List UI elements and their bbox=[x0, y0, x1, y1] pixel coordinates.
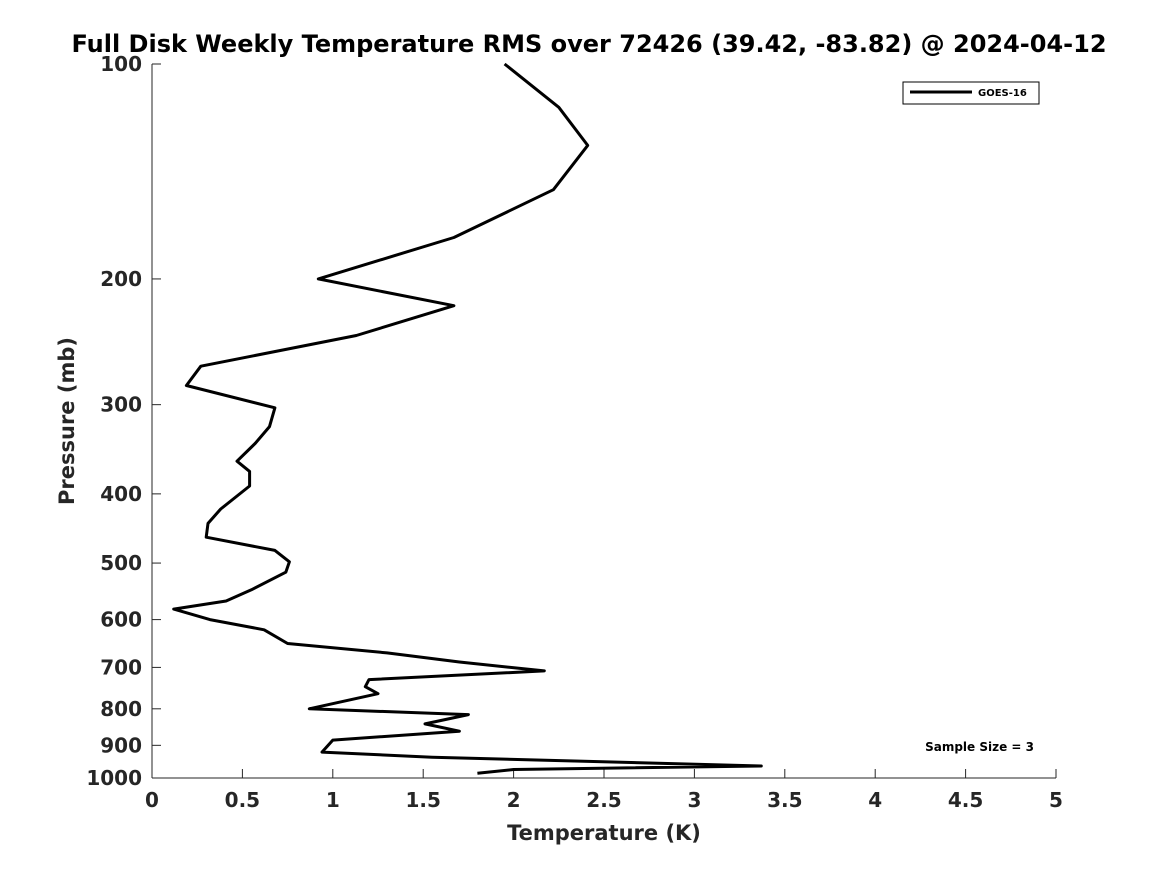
x-tick-label: 0.5 bbox=[225, 788, 260, 812]
series-line-goes-16 bbox=[172, 62, 763, 775]
legend: GOES-16 bbox=[902, 81, 1040, 105]
x-tick-label: 2.5 bbox=[586, 788, 621, 812]
x-tick-label: 4.5 bbox=[948, 788, 983, 812]
y-tick-label: 300 bbox=[100, 393, 142, 417]
x-tick-label: 1 bbox=[326, 788, 340, 812]
y-tick-label: 100 bbox=[100, 52, 142, 76]
y-tick-label: 500 bbox=[100, 551, 142, 575]
x-axis-label: Temperature (K) bbox=[507, 821, 701, 845]
tick-labels: 0 0.5 1 1.5 2 2.5 3 3.5 4 4.5 5 100 200 300 400 500 600 7… bbox=[86, 52, 1063, 812]
y-axis-label: Pressure (mb) bbox=[55, 337, 79, 505]
sample-size-annotation: Sample Size = 3 bbox=[925, 740, 1034, 754]
legend-label-goes-16: GOES-16 bbox=[978, 88, 1027, 99]
x-tick-label: 3 bbox=[687, 788, 701, 812]
y-tick-label: 1000 bbox=[86, 766, 142, 790]
x-tick-label: 4 bbox=[868, 788, 882, 812]
y-tick-label: 200 bbox=[100, 267, 142, 291]
plot-axes bbox=[151, 63, 1057, 779]
x-tick-label: 3.5 bbox=[767, 788, 802, 812]
y-tick-label: 600 bbox=[100, 608, 142, 632]
x-tick-label: 5 bbox=[1049, 788, 1063, 812]
series-layer bbox=[172, 62, 763, 775]
chart-title: Full Disk Weekly Temperature RMS over 72… bbox=[71, 30, 1106, 58]
x-tick-label: 0 bbox=[145, 788, 159, 812]
x-tick-label: 2 bbox=[507, 788, 521, 812]
y-tick-label: 800 bbox=[100, 697, 142, 721]
y-tick-label: 700 bbox=[100, 655, 142, 679]
y-tick-label: 400 bbox=[100, 482, 142, 506]
y-tick-label: 900 bbox=[100, 733, 142, 757]
x-tick-label: 1.5 bbox=[405, 788, 440, 812]
